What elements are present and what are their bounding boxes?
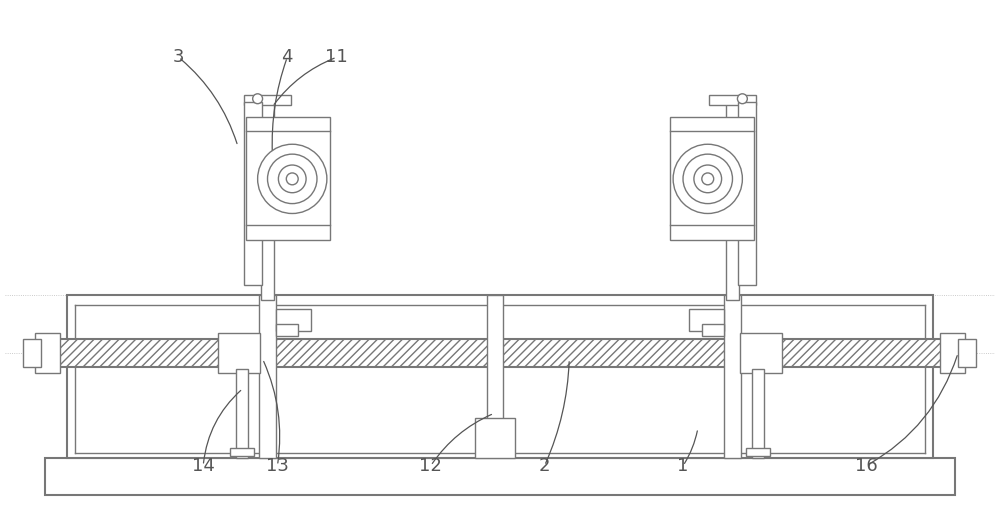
Bar <box>23 339 41 367</box>
Text: 14: 14 <box>192 457 215 475</box>
Text: 4: 4 <box>282 48 293 66</box>
Bar <box>475 418 515 458</box>
Bar <box>702 324 724 336</box>
Text: 2: 2 <box>539 457 550 475</box>
Bar <box>246 117 330 240</box>
Bar <box>259 295 276 458</box>
Bar <box>230 448 254 456</box>
Bar <box>67 295 933 458</box>
Bar <box>752 369 764 458</box>
Bar <box>746 448 770 456</box>
Text: 11: 11 <box>325 48 348 66</box>
Bar <box>45 458 955 496</box>
Bar <box>276 309 311 331</box>
Bar <box>709 95 756 105</box>
Text: 12: 12 <box>419 457 442 475</box>
Bar <box>35 333 60 373</box>
Bar <box>670 117 754 240</box>
Bar <box>236 369 248 458</box>
Bar <box>740 333 782 373</box>
Bar <box>689 309 724 331</box>
Circle shape <box>737 94 747 104</box>
Text: 3: 3 <box>173 48 184 66</box>
Text: 1: 1 <box>677 457 689 475</box>
Text: 13: 13 <box>266 457 289 475</box>
Bar <box>958 339 976 367</box>
Bar <box>55 339 945 367</box>
Circle shape <box>253 94 263 104</box>
Text: 16: 16 <box>855 457 877 475</box>
Circle shape <box>258 144 327 213</box>
Circle shape <box>268 154 317 203</box>
Bar <box>244 95 291 105</box>
Circle shape <box>694 165 722 193</box>
Bar <box>218 333 260 373</box>
Bar <box>738 102 756 285</box>
Bar <box>940 333 965 373</box>
Bar <box>276 324 298 336</box>
Circle shape <box>683 154 732 203</box>
Bar <box>487 295 503 438</box>
Bar <box>261 102 274 299</box>
Circle shape <box>278 165 306 193</box>
Bar <box>724 295 741 458</box>
Bar <box>244 102 262 285</box>
Circle shape <box>702 173 714 185</box>
Circle shape <box>673 144 742 213</box>
Circle shape <box>286 173 298 185</box>
Bar <box>726 102 739 299</box>
